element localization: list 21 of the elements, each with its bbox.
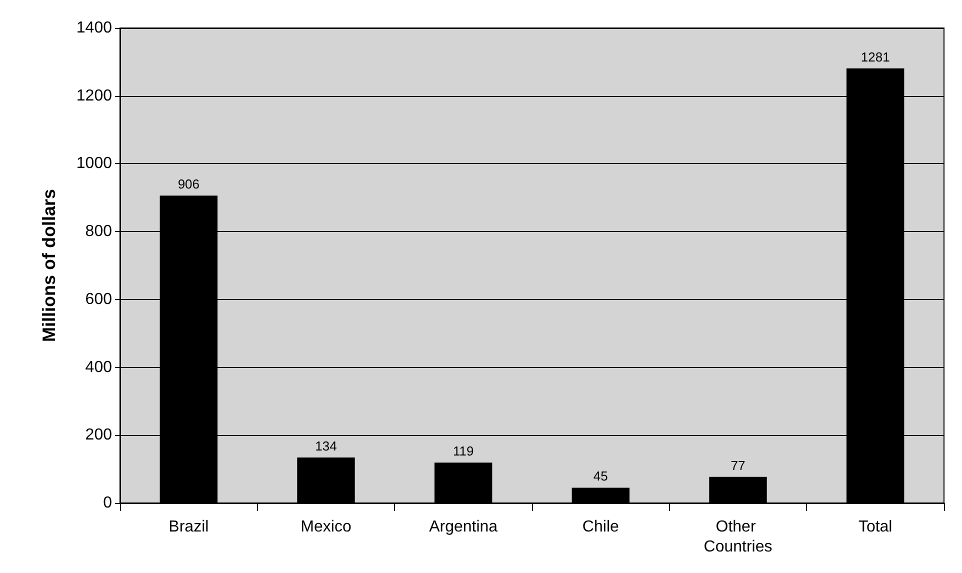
data-label: 45 [593, 468, 608, 484]
y-tick-label: 1000 [76, 155, 112, 172]
x-tick-label: Other Countries [704, 518, 772, 556]
y-tick-label: 800 [85, 223, 112, 240]
data-label: 119 [452, 444, 474, 459]
data-label: 77 [730, 458, 746, 473]
y-tick-label: 400 [85, 358, 112, 376]
x-tick-label: Brazil [168, 518, 209, 536]
y-tick-label: 1400 [76, 20, 112, 36]
x-tick-label: Argentina [429, 518, 498, 536]
y-tick-label: 0 [103, 494, 112, 512]
x-tick-label: Chile [582, 518, 619, 536]
y-tick-label: 200 [85, 426, 112, 444]
data-label: 906 [178, 176, 200, 192]
x-tick-label: Total [858, 518, 892, 536]
y-axis-title: Millions of dollars [39, 188, 59, 342]
data-label: 134 [315, 438, 337, 454]
x-tick-label: Mexico [300, 518, 352, 536]
y-tick-label: 1200 [76, 87, 112, 104]
data-label: 1281 [860, 49, 890, 64]
y-tick-label: 600 [85, 290, 112, 308]
